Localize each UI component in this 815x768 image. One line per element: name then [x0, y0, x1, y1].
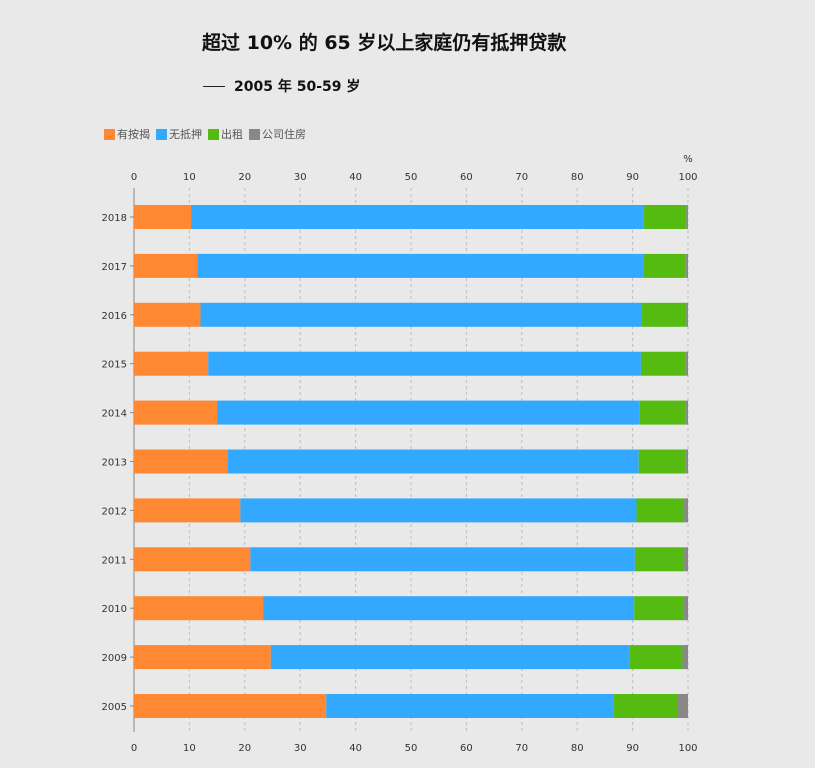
- bar-5-3: [685, 449, 688, 474]
- bar-1-2: [643, 253, 686, 278]
- bar-7-1: [250, 547, 635, 572]
- legend-item-3[interactable]: 公司住房: [249, 126, 306, 142]
- bar-2-3: [686, 302, 688, 327]
- bar-0-3: [686, 205, 688, 229]
- x-tick-top-0: 0: [131, 172, 137, 183]
- bar-0-0: [134, 205, 192, 229]
- bar-3-3: [685, 351, 688, 376]
- subtitle-dash-icon: [203, 85, 225, 87]
- legend: 有按揭 无抵押 出租 公司住房: [104, 126, 312, 142]
- x-tick-bottom-8: 80: [571, 743, 584, 754]
- bar-5-1: [227, 449, 639, 474]
- bar-9-3: [682, 645, 688, 670]
- x-tick-top-10: 100: [678, 172, 697, 183]
- bar-1-3: [685, 253, 688, 278]
- bar-10-3: [678, 694, 688, 718]
- chart-subtitle: 2005 年 50-59 岁: [234, 79, 361, 95]
- bar-8-2: [634, 596, 684, 621]
- legend-label-1: 无抵押: [169, 128, 202, 141]
- bar-10-1: [326, 694, 614, 718]
- category-label-9: 2009: [102, 653, 127, 664]
- bar-6-3: [684, 498, 688, 523]
- category-label-10: 2005: [102, 702, 127, 713]
- x-tick-bottom-0: 0: [131, 743, 137, 754]
- x-tick-bottom-4: 40: [349, 743, 362, 754]
- unit-label: %: [683, 154, 693, 165]
- bar-7-3: [684, 547, 688, 572]
- x-tick-bottom-3: 30: [294, 743, 307, 754]
- category-label-2: 2016: [102, 311, 127, 322]
- bar-10-2: [613, 694, 679, 718]
- bar-3-1: [208, 351, 641, 376]
- category-label-1: 2017: [102, 262, 127, 273]
- bar-1-0: [134, 253, 198, 278]
- legend-swatch-0: [104, 128, 115, 140]
- category-label-7: 2011: [102, 555, 127, 566]
- bar-2-0: [134, 302, 201, 327]
- category-label-0: 2018: [102, 213, 127, 224]
- legend-label-0: 有按揭: [117, 128, 150, 141]
- bar-4-3: [685, 400, 688, 425]
- category-label-6: 2012: [102, 506, 127, 517]
- bar-3-0: [134, 351, 209, 376]
- bar-10-0: [134, 694, 327, 718]
- x-tick-top-2: 20: [238, 172, 251, 183]
- legend-item-1[interactable]: 无抵押: [156, 126, 202, 142]
- subtitle-row: 2005 年 50-59 岁: [203, 76, 360, 96]
- bar-4-0: [134, 400, 218, 425]
- legend-swatch-1: [156, 128, 167, 140]
- bar-0-1: [191, 205, 644, 229]
- x-tick-bottom-7: 70: [515, 743, 528, 754]
- legend-item-0[interactable]: 有按揭: [104, 126, 150, 142]
- chart-title: 超过 10% 的 65 岁以上家庭仍有抵押贷款: [202, 32, 567, 54]
- x-tick-bottom-9: 90: [626, 743, 639, 754]
- bar-7-0: [134, 547, 251, 572]
- bar-8-1: [263, 596, 635, 621]
- bar-6-2: [636, 498, 685, 523]
- x-tick-top-7: 70: [515, 172, 528, 183]
- bar-9-1: [270, 645, 630, 670]
- category-label-8: 2010: [102, 604, 127, 615]
- legend-swatch-3: [249, 128, 260, 140]
- x-tick-top-5: 50: [405, 172, 418, 183]
- x-tick-top-4: 40: [349, 172, 362, 183]
- legend-swatch-2: [208, 128, 219, 140]
- category-label-4: 2014: [102, 409, 127, 420]
- x-tick-bottom-1: 10: [183, 743, 196, 754]
- x-tick-bottom-2: 20: [238, 743, 251, 754]
- bar-9-0: [134, 645, 271, 670]
- bar-3-2: [640, 351, 686, 376]
- bar-8-3: [683, 596, 688, 621]
- x-tick-top-6: 60: [460, 172, 473, 183]
- bar-6-0: [134, 498, 241, 523]
- bar-4-1: [217, 400, 640, 425]
- legend-label-3: 公司住房: [262, 128, 306, 141]
- x-tick-top-8: 80: [571, 172, 584, 183]
- bar-0-2: [643, 205, 687, 229]
- x-tick-bottom-10: 100: [678, 743, 697, 754]
- bar-7-2: [634, 547, 685, 572]
- category-label-5: 2013: [102, 458, 127, 469]
- x-tick-bottom-5: 50: [405, 743, 418, 754]
- bar-5-0: [134, 449, 228, 474]
- category-label-3: 2015: [102, 360, 127, 371]
- legend-label-2: 出租: [221, 128, 243, 141]
- bar-2-1: [200, 302, 643, 327]
- bar-2-2: [642, 302, 687, 327]
- bar-8-0: [134, 596, 264, 621]
- x-tick-top-1: 10: [183, 172, 196, 183]
- x-tick-bottom-6: 60: [460, 743, 473, 754]
- bar-5-2: [638, 449, 686, 474]
- bar-4-2: [639, 400, 686, 425]
- bar-9-2: [629, 645, 683, 670]
- legend-item-2[interactable]: 出租: [208, 126, 243, 142]
- x-tick-top-3: 30: [294, 172, 307, 183]
- bar-1-1: [197, 253, 644, 278]
- x-tick-top-9: 90: [626, 172, 639, 183]
- bar-6-1: [240, 498, 637, 523]
